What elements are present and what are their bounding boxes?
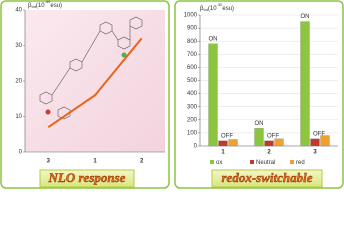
bar-label: ON xyxy=(255,121,264,127)
y-tick-label: 700 xyxy=(187,52,198,58)
bar xyxy=(254,128,264,147)
chart-title: NLO response xyxy=(48,170,126,185)
y-tick-label: 500 xyxy=(187,78,198,84)
x-tick-label: 3 xyxy=(313,150,317,156)
bar xyxy=(264,140,274,147)
bar-label: OFF xyxy=(221,133,233,139)
y-tick-label: 800 xyxy=(187,39,198,45)
bar xyxy=(228,139,238,147)
x-tick-label: 2 xyxy=(140,159,144,165)
page: {"chart_data":[ {"type":"line","title":"… xyxy=(0,0,344,189)
bar xyxy=(320,135,330,147)
y-tick-label: 100 xyxy=(187,130,198,136)
legend-label: Neutral xyxy=(256,160,275,166)
bar xyxy=(274,138,284,147)
y-tick-label: 0 xyxy=(194,144,198,150)
bar-label: ON xyxy=(209,36,218,42)
y-tick-label: 400 xyxy=(187,91,198,97)
y-tick-label: 20 xyxy=(15,79,22,85)
bar-label: OFF xyxy=(313,131,325,137)
bar xyxy=(208,43,218,147)
legend-swatch xyxy=(250,160,254,164)
y-axis-label-part: -30 xyxy=(45,0,52,4)
x-tick-label: 1 xyxy=(93,159,97,165)
bar xyxy=(218,140,228,147)
y-axis-label-part: tot xyxy=(31,4,36,9)
y-axis-label-part: tot xyxy=(203,7,208,12)
left-plot-area xyxy=(25,10,165,152)
y-axis-label-part: -30 xyxy=(217,2,224,7)
y-tick-label: 30 xyxy=(15,43,22,49)
y-tick-label: 0 xyxy=(19,150,23,156)
y-tick-label: 900 xyxy=(187,26,198,32)
y-tick-label: 600 xyxy=(187,65,198,71)
y-tick-label: 1000 xyxy=(184,13,198,19)
y-tick-label: 200 xyxy=(187,117,198,123)
legend-label: ox xyxy=(216,160,222,166)
y-axis-label-part: β xyxy=(200,6,204,12)
y-tick-label: 10 xyxy=(15,114,22,120)
molecule-drawing xyxy=(39,16,143,120)
legend-swatch xyxy=(210,160,214,164)
x-tick-label: 2 xyxy=(267,150,271,156)
y-axis-label-part: β xyxy=(28,3,32,9)
y-axis-label-part: esu) xyxy=(50,3,62,9)
x-tick-label: 1 xyxy=(221,150,225,156)
title-box xyxy=(211,169,323,188)
data-line xyxy=(47,37,143,128)
y-axis-label-part: (10 xyxy=(36,3,45,9)
y-tick-label: 40 xyxy=(15,8,22,14)
legend-label: red xyxy=(296,160,305,166)
legend-swatch xyxy=(290,160,294,164)
x-tick-label: 3 xyxy=(47,159,51,165)
y-axis-label-part: (10 xyxy=(208,6,217,12)
bar-label: ON xyxy=(301,14,310,20)
title-box xyxy=(39,169,135,188)
bar xyxy=(300,21,310,147)
chart-title: redox-switchable xyxy=(222,170,313,185)
y-axis-label: βtot(10-30esu) xyxy=(28,0,62,9)
bar xyxy=(310,138,320,147)
y-tick-label: 300 xyxy=(187,104,198,110)
y-axis-label: βtot(10-30esu) xyxy=(200,2,234,12)
bar-label: OFF xyxy=(267,133,279,139)
y-axis-label-part: esu) xyxy=(222,6,234,12)
